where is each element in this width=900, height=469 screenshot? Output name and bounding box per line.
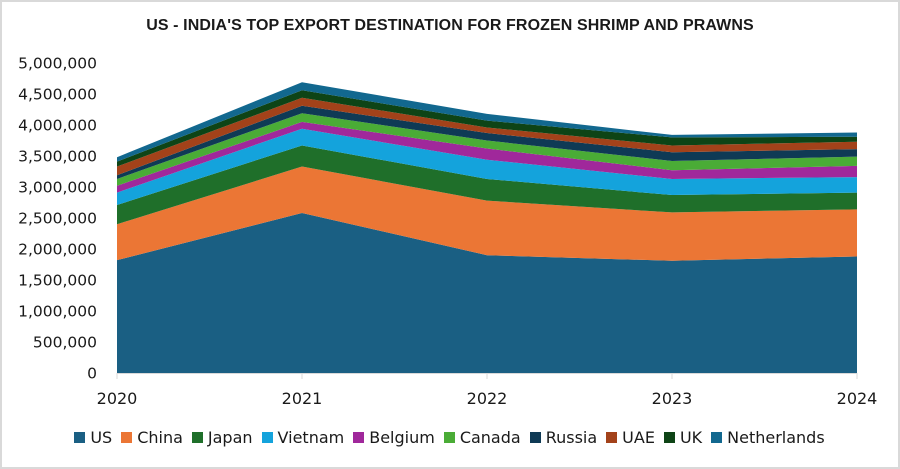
legend-swatch xyxy=(121,432,133,443)
legend-label: Belgium xyxy=(369,428,435,447)
legend-swatch xyxy=(443,432,455,443)
legend-swatch xyxy=(353,432,365,443)
y-tick-label: 2,000,000 xyxy=(18,241,97,259)
legend-label: UAE xyxy=(622,428,655,447)
legend-item-netherlands: Netherlands xyxy=(711,428,825,447)
area-canada xyxy=(117,113,857,186)
y-axis: 0 500,000 1,000,000 1,500,000 2,000,000 2,500… xyxy=(18,55,97,383)
legend-swatch xyxy=(711,432,723,443)
legend-swatch xyxy=(663,432,675,443)
area-layers xyxy=(117,82,857,373)
legend-item-vietnam: Vietnam xyxy=(261,428,345,447)
legend-item-belgium: Belgium xyxy=(353,428,435,447)
legend-swatch xyxy=(529,432,541,443)
area-belgium xyxy=(117,121,857,193)
legend-swatch xyxy=(191,432,203,443)
legend-label: US xyxy=(90,428,113,447)
y-tick-label: 1,000,000 xyxy=(18,303,97,321)
y-tick-label: 4,500,000 xyxy=(18,86,97,104)
y-tick-label: 500,000 xyxy=(33,334,97,352)
legend-swatch xyxy=(74,432,86,443)
legend-item-japan: Japan xyxy=(191,428,253,447)
y-tick-label: 3,000,000 xyxy=(18,179,97,197)
x-tick-label: 2022 xyxy=(467,389,508,408)
y-tick-label: 1,500,000 xyxy=(18,272,97,290)
legend-label: Vietnam xyxy=(277,428,345,447)
x-tick-label: 2024 xyxy=(837,389,878,408)
legend-item-china: China xyxy=(121,428,183,447)
legend-label: UK xyxy=(679,428,703,447)
legend-item-uae: UAE xyxy=(606,428,655,447)
legend-label: Canada xyxy=(459,428,521,447)
legend-item-uk: UK xyxy=(663,428,703,447)
x-tick-label: 2021 xyxy=(282,389,323,408)
legend-label: Netherlands xyxy=(727,428,825,447)
y-tick-label: 5,000,000 xyxy=(18,55,97,73)
x-axis: 2020 2021 2022 2023 2024 xyxy=(97,373,878,408)
legend-swatch xyxy=(261,432,273,443)
x-tick-label: 2023 xyxy=(652,389,693,408)
legend-label: China xyxy=(137,428,183,447)
legend-label: Russia xyxy=(545,428,598,447)
legend-swatch xyxy=(606,432,618,443)
area-japan xyxy=(117,145,857,225)
area-russia xyxy=(117,105,857,179)
y-tick-label: 4,000,000 xyxy=(18,117,97,135)
chart-title: US - INDIA'S TOP EXPORT DESTINATION FOR … xyxy=(146,17,754,34)
legend-item-us: US xyxy=(74,428,112,447)
legend: US China Japan Vietnam Belgium Canada Russia UA… xyxy=(0,428,900,447)
x-tick-label: 2020 xyxy=(97,389,138,408)
legend-label: Japan xyxy=(207,428,253,447)
area-vietnam xyxy=(117,128,857,205)
y-tick-label: 0 xyxy=(87,365,97,383)
area-us xyxy=(117,213,857,373)
legend-item-canada: Canada xyxy=(443,428,521,447)
legend-item-russia: Russia xyxy=(529,428,598,447)
area-china xyxy=(117,166,857,261)
y-tick-label: 3,500,000 xyxy=(18,148,97,166)
y-tick-label: 2,500,000 xyxy=(18,210,97,228)
